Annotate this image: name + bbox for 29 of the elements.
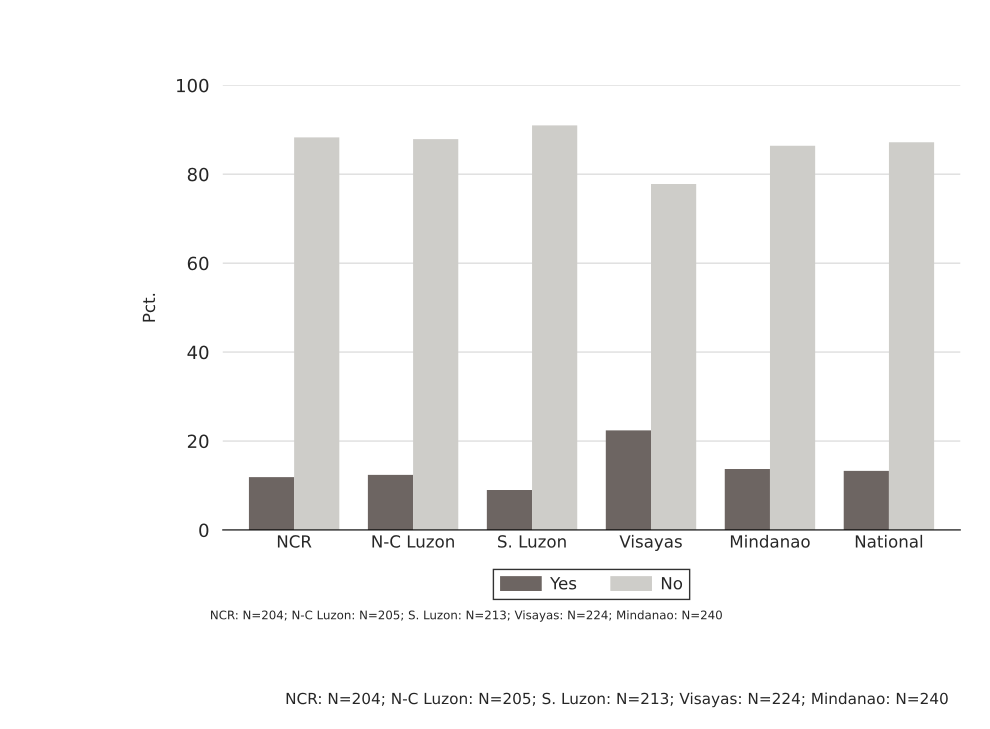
y-tick-label: 80 (188, 168, 208, 182)
x-tick-label: N-C Luzon (372, 535, 454, 548)
y-tick-label: 0 (199, 523, 208, 538)
bar (770, 146, 816, 530)
legend-label: No (662, 577, 682, 590)
bar (486, 490, 532, 530)
bar (532, 125, 578, 530)
x-tick-label: NCR (278, 535, 312, 548)
bar (724, 469, 770, 530)
text: NCR: N=204; N-C Luzon: N=205; S. Luzon: N=213; Visayas: N=224; Mindanao: N=240 (211, 610, 722, 622)
text: NCR: N=204; N-C Luzon: N=205; S. Luzon: N=213; Visayas: N=224; Mindanao: N=240 (286, 692, 948, 708)
x-tick-label: Visayas (619, 534, 682, 551)
bar (248, 477, 294, 530)
y-axis-title: Pct. (142, 294, 156, 322)
bar (368, 474, 414, 530)
y-tick-label: 60 (188, 256, 208, 270)
bar (651, 184, 696, 530)
bar (294, 137, 340, 530)
x-tick-label: S. Luzon (498, 535, 566, 548)
x-tick-label: National (856, 534, 922, 548)
bar (606, 430, 652, 530)
y-tick-label: 100 (177, 78, 208, 92)
x-tick-label: Mindanao (730, 534, 810, 548)
legend-label: Yes (550, 577, 576, 590)
bar (844, 470, 889, 530)
y-tick-label: 40 (187, 346, 208, 360)
bar (888, 142, 934, 530)
y-tick-label: 20 (188, 434, 208, 448)
bar (413, 139, 458, 530)
